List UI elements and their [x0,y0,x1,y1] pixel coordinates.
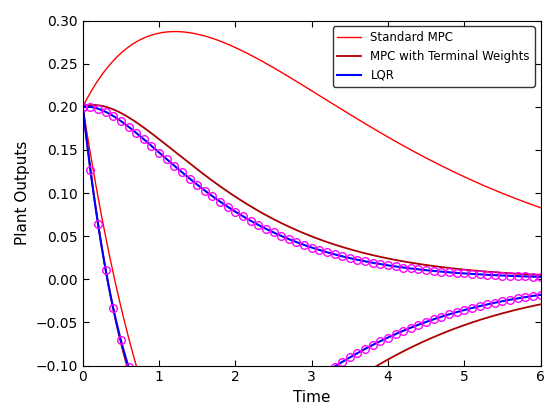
LQR [161,155,168,160]
Standard MPC [80,104,86,109]
MPC with Terminal Weights [80,104,86,109]
Legend: Standard MPC, MPC with Terminal Weights, LQR: Standard MPC, MPC with Terminal Weights,… [333,26,535,87]
MPC with Terminal Weights [161,141,168,146]
Line: Standard MPC: Standard MPC [83,32,540,208]
LQR [198,185,204,190]
X-axis label: Time: Time [293,390,330,405]
MPC with Terminal Weights [90,102,97,108]
MPC with Terminal Weights [386,256,393,261]
Standard MPC [350,114,357,119]
LQR [80,104,86,109]
Standard MPC [386,135,393,140]
Standard MPC [537,205,544,210]
MPC with Terminal Weights [350,248,357,253]
Standard MPC [172,29,179,34]
LQR [425,268,432,273]
LQR [386,263,393,268]
Line: LQR: LQR [83,107,540,277]
Standard MPC [198,32,204,37]
MPC with Terminal Weights [425,263,432,268]
MPC with Terminal Weights [287,225,294,230]
LQR [287,237,294,242]
Y-axis label: Plant Outputs: Plant Outputs [15,141,30,245]
Standard MPC [160,30,167,35]
MPC with Terminal Weights [198,170,204,175]
LQR [537,274,544,279]
LQR [350,256,357,261]
Standard MPC [287,75,294,80]
Standard MPC [425,157,432,162]
LQR [82,104,89,109]
MPC with Terminal Weights [537,273,544,278]
Line: MPC with Terminal Weights: MPC with Terminal Weights [83,105,540,275]
